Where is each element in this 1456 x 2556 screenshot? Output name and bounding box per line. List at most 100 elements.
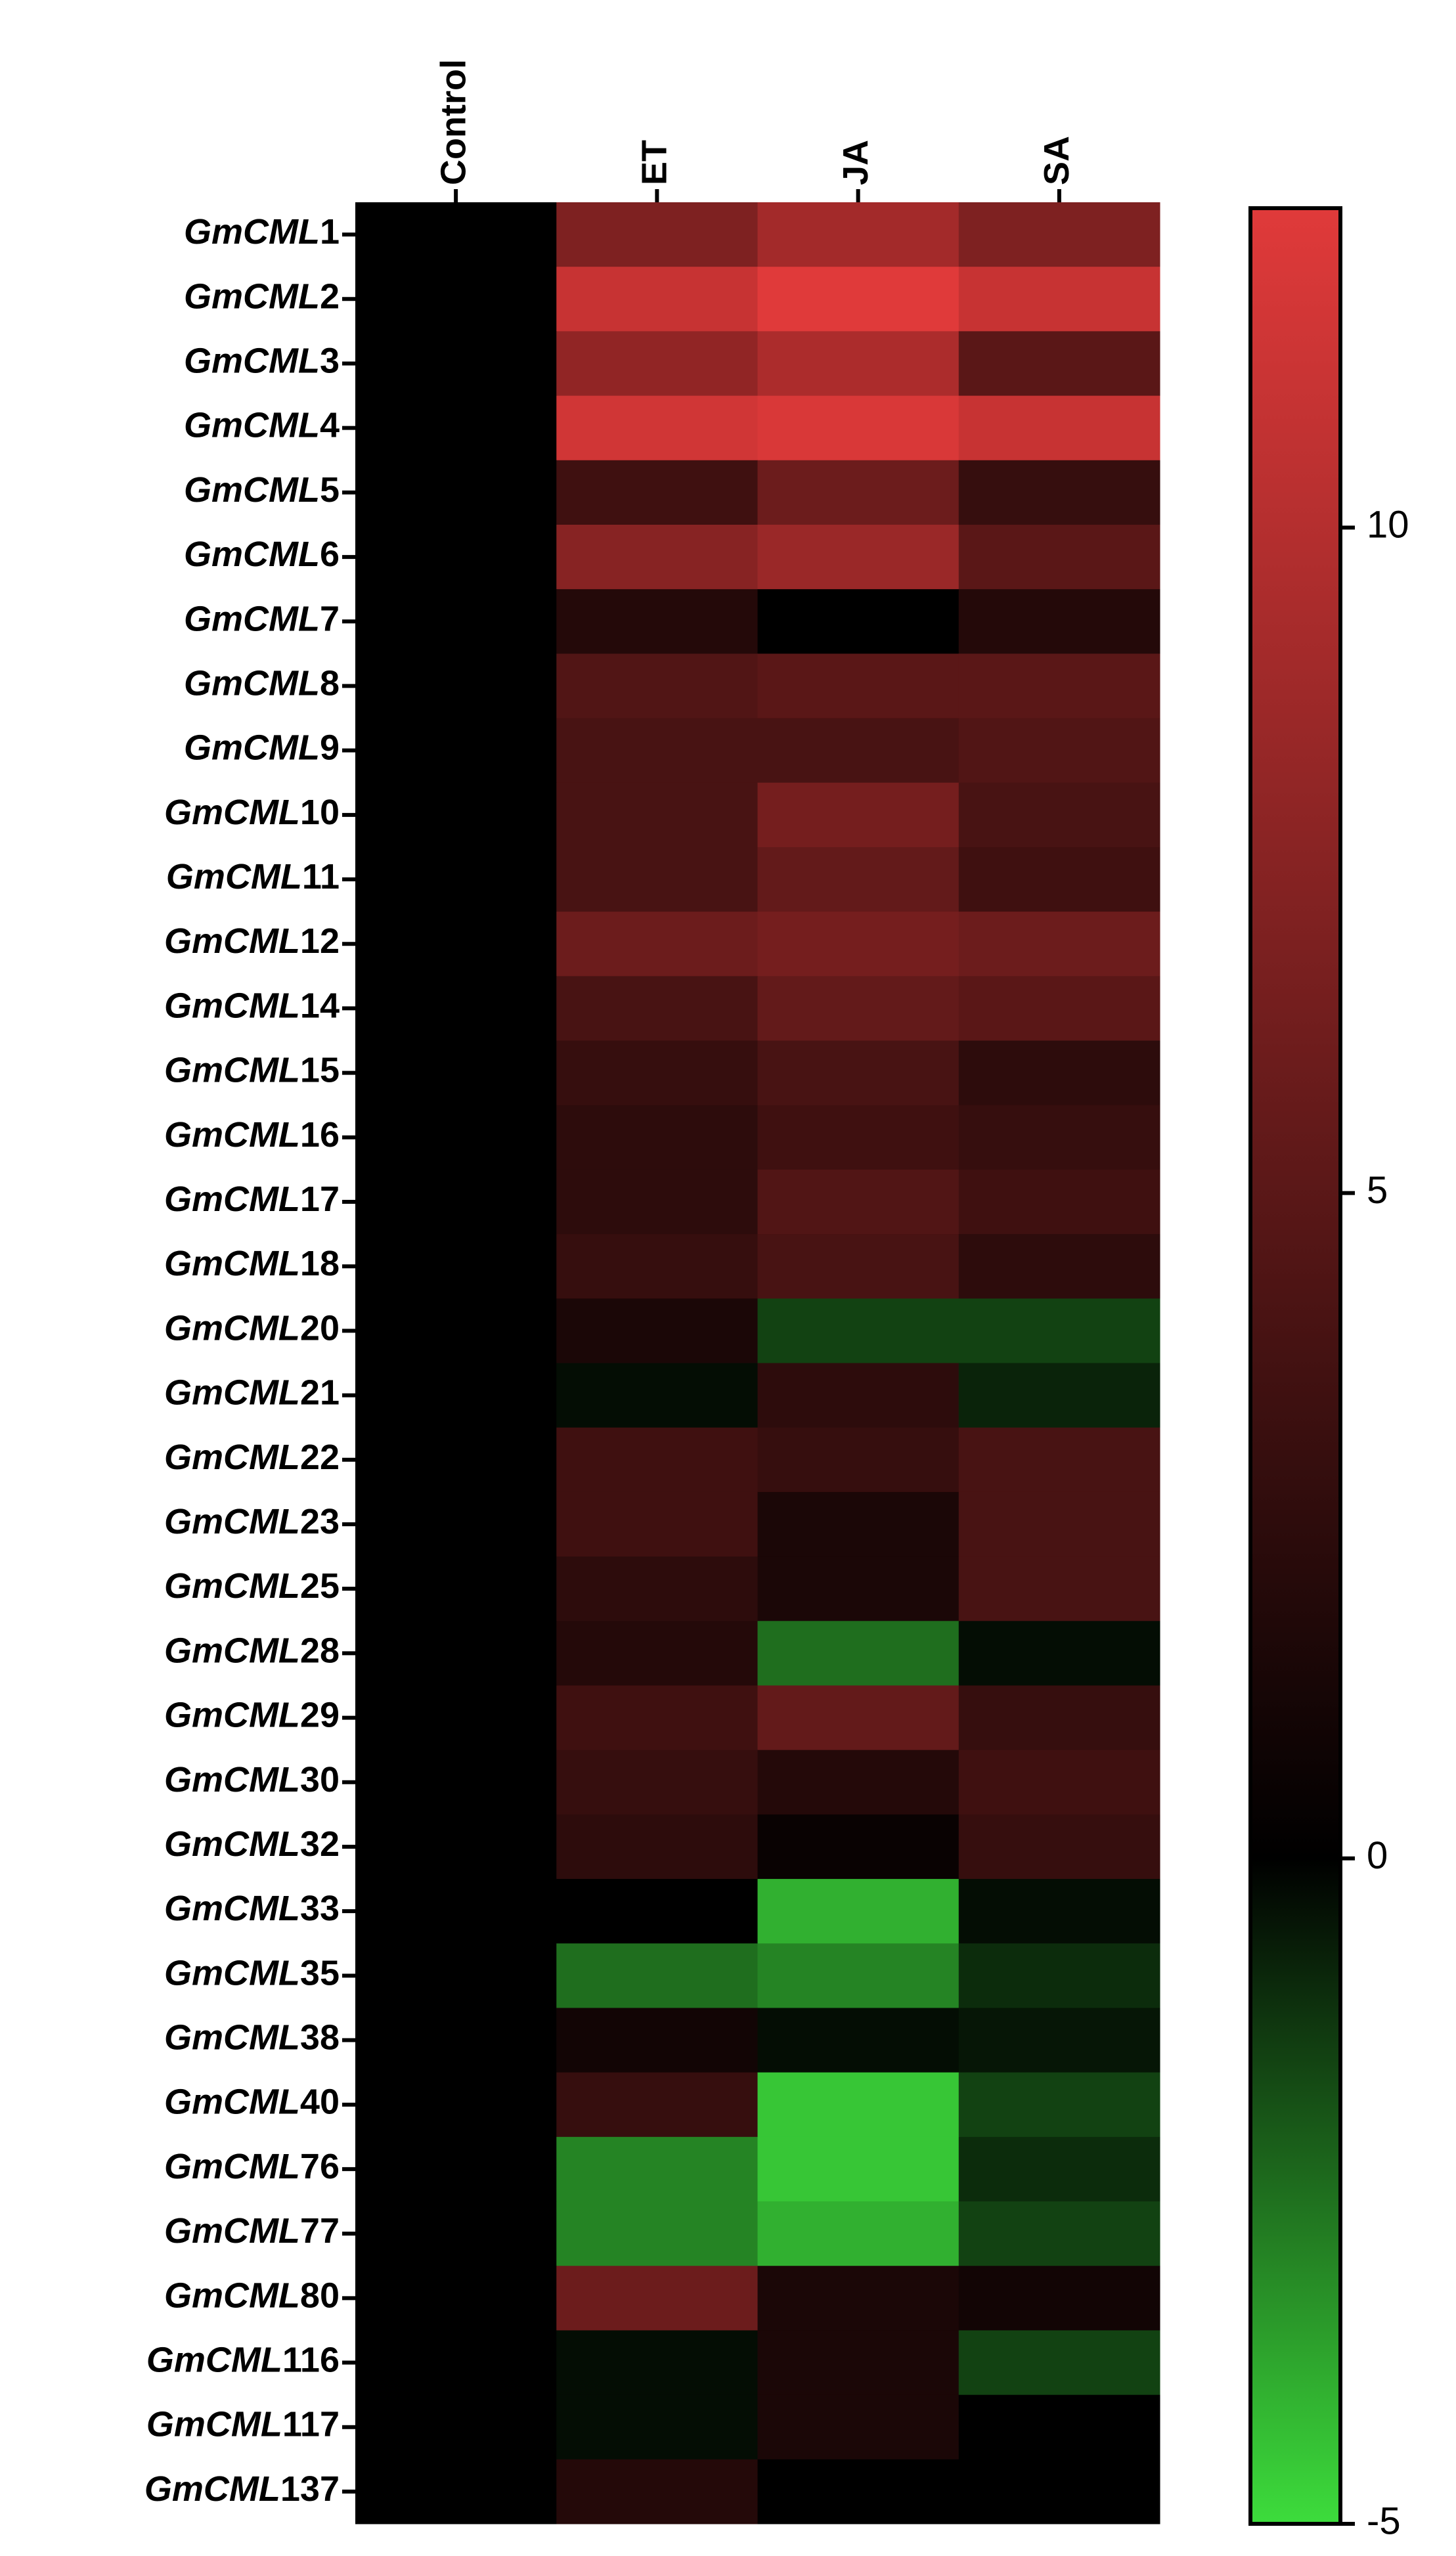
- heat-cell: [958, 653, 1160, 719]
- heat-cell: [556, 1234, 758, 1299]
- heat-cell: [355, 2201, 557, 2266]
- heat-cell: [355, 2136, 557, 2202]
- heat-cell: [757, 1040, 960, 1106]
- y-tick-label: GmCML38: [164, 2018, 340, 2058]
- heat-cell: [958, 1621, 1160, 1686]
- heat-cell: [355, 912, 557, 977]
- heat-cell: [355, 1427, 557, 1493]
- heat-cell: [556, 1621, 758, 1686]
- heat-cell: [757, 1621, 960, 1686]
- heat-cell: [757, 653, 960, 719]
- heat-cell: [958, 267, 1160, 332]
- y-tick-label: GmCML35: [164, 1954, 340, 1993]
- y-tick-label: GmCML3: [184, 342, 340, 381]
- heat-cell: [757, 524, 960, 590]
- heat-cell: [355, 1750, 557, 1815]
- y-tick-label: GmCML40: [164, 2082, 340, 2122]
- heat-cell: [757, 1750, 960, 1815]
- y-tick-label: GmCML8: [184, 664, 340, 703]
- heat-cell: [556, 2459, 758, 2524]
- heat-cell: [757, 267, 960, 332]
- heat-cell: [556, 1879, 758, 1944]
- heat-cell: [355, 1943, 557, 2008]
- y-tick-label: GmCML25: [164, 1566, 340, 1606]
- heat-cell: [757, 395, 960, 461]
- heat-cell: [556, 331, 758, 397]
- heat-cell: [757, 589, 960, 654]
- heat-cell: [355, 782, 557, 848]
- y-tick-label: GmCML23: [164, 1502, 340, 1541]
- heat-cell: [757, 2072, 960, 2138]
- heat-cell: [757, 1943, 960, 2008]
- heat-cell: [556, 2201, 758, 2266]
- heat-cell: [355, 976, 557, 1042]
- heat-cell: [556, 1491, 758, 1557]
- heat-cell: [556, 2136, 758, 2202]
- heat-cell: [757, 2459, 960, 2524]
- heat-cell: [958, 395, 1160, 461]
- heat-cell: [556, 1943, 758, 2008]
- heat-cell: [556, 1750, 758, 1815]
- heat-cell: [958, 460, 1160, 525]
- y-tick-label: GmCML17: [164, 1179, 340, 1219]
- heat-cell: [958, 2330, 1160, 2396]
- heat-cell: [958, 1814, 1160, 1880]
- heat-cell: [757, 1879, 960, 1944]
- heat-cell: [757, 1427, 960, 1493]
- y-tick-label: GmCML16: [164, 1115, 340, 1155]
- heat-cell: [958, 1105, 1160, 1170]
- heat-cell: [757, 912, 960, 977]
- heat-cell: [958, 1491, 1160, 1557]
- heat-cell: [355, 2330, 557, 2396]
- heat-cell: [757, 2201, 960, 2266]
- colorbar-tick-label: 5: [1367, 1169, 1388, 1212]
- heat-cell: [958, 1879, 1160, 1944]
- heat-cell: [355, 1105, 557, 1170]
- colorbar-tick-label: -5: [1367, 2500, 1401, 2542]
- heat-cell: [958, 2008, 1160, 2073]
- colorbar: [1248, 206, 1342, 2526]
- y-tick-label: GmCML30: [164, 1760, 340, 1799]
- heat-cell: [556, 202, 758, 267]
- heat-cell: [355, 331, 557, 397]
- y-tick-label: GmCML5: [184, 470, 340, 510]
- heat-cell: [556, 718, 758, 783]
- heat-cell: [556, 1298, 758, 1363]
- heat-cell: [958, 1556, 1160, 1621]
- y-tick-label: GmCML117: [146, 2405, 340, 2444]
- heat-cell: [556, 782, 758, 848]
- heat-cell: [355, 1621, 557, 1686]
- y-tick-label: GmCML22: [164, 1438, 340, 1477]
- heat-cell: [355, 1491, 557, 1557]
- heat-cell: [757, 1491, 960, 1557]
- y-tick-label: GmCML77: [164, 2211, 340, 2251]
- heat-cell: [556, 976, 758, 1042]
- y-tick-label: GmCML11: [166, 857, 340, 896]
- y-tick-label: GmCML18: [164, 1244, 340, 1283]
- heat-cell: [556, 2008, 758, 2073]
- heat-cell: [958, 331, 1160, 397]
- heat-cell: [757, 1169, 960, 1235]
- heat-cell: [757, 1234, 960, 1299]
- heat-cell: [355, 1234, 557, 1299]
- y-tick-label: GmCML29: [164, 1696, 340, 1735]
- heat-cell: [958, 1363, 1160, 1428]
- heat-cell: [757, 2136, 960, 2202]
- heat-cell: [355, 1685, 557, 1751]
- heat-cell: [355, 1556, 557, 1621]
- heat-cell: [958, 2266, 1160, 2331]
- heat-cell: [556, 1427, 758, 1493]
- heat-cell: [757, 1105, 960, 1170]
- heat-cell: [355, 847, 557, 912]
- heat-cell: [556, 2394, 758, 2460]
- heat-cell: [958, 976, 1160, 1042]
- y-tick-label: GmCML76: [164, 2147, 340, 2186]
- heat-cell: [958, 912, 1160, 977]
- heat-cell: [556, 589, 758, 654]
- heat-cell: [757, 2394, 960, 2460]
- heat-cell: [757, 202, 960, 267]
- heat-cell: [958, 718, 1160, 783]
- heat-cell: [958, 782, 1160, 848]
- heat-cell: [355, 1040, 557, 1106]
